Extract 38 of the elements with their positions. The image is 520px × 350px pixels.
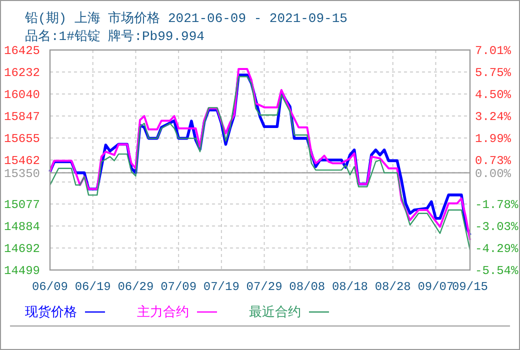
y-tick-label: 15847 — [4, 110, 40, 124]
y2-tick-label: 0.00% — [475, 166, 512, 181]
x-tick-label: 07/29 — [246, 280, 282, 294]
x-tick-label: 06/19 — [74, 280, 111, 294]
y2-tick-label: -5.54% — [475, 264, 520, 278]
chart-subtitle: 品名:1#铅锭 牌号:Pb99.994 — [25, 29, 205, 44]
y-tick-label: 15462 — [4, 154, 40, 168]
legend-label: 现货价格 — [25, 305, 77, 320]
y-tick-label: 15655 — [4, 132, 40, 146]
y2-tick-label: 4.50% — [475, 88, 512, 102]
x-tick-label: 08/08 — [289, 280, 326, 294]
legend-label: 主力合约 — [137, 304, 189, 320]
y-tick-label: 14692 — [4, 242, 40, 256]
x-tick-label: 07/09 — [160, 280, 197, 294]
x-tick-label: 06/29 — [118, 280, 154, 294]
y2-tick-label: 5.75% — [475, 66, 512, 80]
legend-label: 最近合约 — [249, 305, 301, 320]
y-tick-label: 14499 — [4, 264, 40, 278]
x-tick-label: 08/28 — [374, 280, 411, 294]
x-tick-label: 09/07 — [418, 280, 454, 294]
y-tick-label: 16040 — [4, 88, 40, 102]
x-tick-label: 09/15 — [452, 280, 488, 294]
y2-tick-label: 3.24% — [475, 110, 512, 124]
x-tick-label: 06/09 — [32, 280, 68, 294]
chart-title: 铅(期) 上海 市场价格 2021-06-09 - 2021-09-15 — [24, 11, 348, 26]
y-tick-label: 16425 — [4, 44, 40, 58]
y2-tick-label: -3.03% — [475, 220, 520, 234]
y2-tick-label: 1.99% — [475, 132, 512, 146]
y-tick-label: 14884 — [4, 220, 40, 234]
y2-tick-label: -1.78% — [475, 198, 520, 212]
x-tick-label: 08/18 — [332, 280, 368, 294]
y2-tick-label: 7.01% — [475, 44, 512, 58]
x-tick-label: 07/19 — [203, 280, 240, 294]
y2-tick-label: 0.73% — [475, 154, 512, 168]
y-tick-label: 15350 — [4, 166, 40, 181]
y-tick-label: 16232 — [4, 66, 40, 80]
y-tick-label: 15077 — [4, 198, 40, 212]
y2-tick-label: -4.29% — [475, 242, 520, 256]
